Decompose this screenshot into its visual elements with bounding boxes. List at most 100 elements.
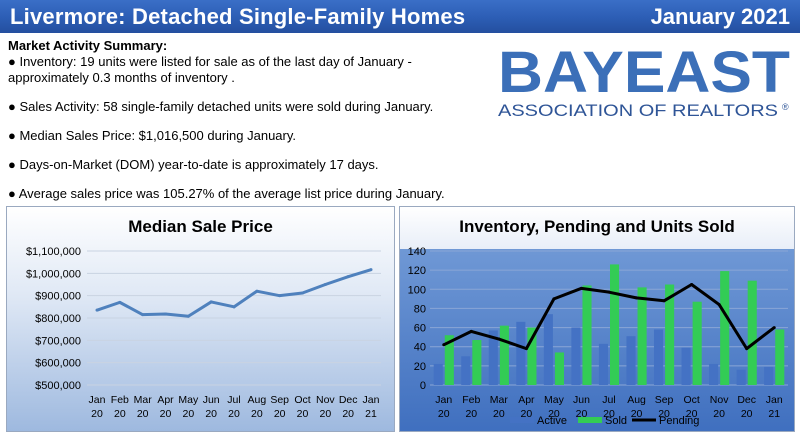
median-x-tick-label: Sep bbox=[270, 394, 289, 406]
inventory-x-tick-year: 20 bbox=[741, 408, 753, 420]
pending-point bbox=[635, 296, 639, 300]
inventory-x-tick-year: 20 bbox=[658, 408, 670, 420]
inventory-y-tick-label: 0 bbox=[420, 380, 426, 392]
legend-active-label: Active bbox=[537, 415, 567, 427]
sold-bar bbox=[499, 325, 509, 385]
median-x-tick-year: 21 bbox=[365, 408, 377, 420]
bayeast-logo: BAYEAST ASSOCIATION OF REALTORS ® bbox=[498, 44, 790, 120]
active-bar bbox=[516, 321, 526, 385]
pending-point bbox=[717, 303, 721, 307]
median-x-tick-year: 20 bbox=[91, 408, 103, 420]
inventory-x-tick-label: Jan bbox=[435, 394, 452, 406]
median-y-tick-label: $500,000 bbox=[35, 380, 81, 392]
median-price-point bbox=[209, 300, 213, 304]
median-price-point bbox=[369, 268, 373, 272]
legend-sold-label: Sold bbox=[605, 415, 627, 427]
inventory-x-tick-year: 20 bbox=[603, 408, 615, 420]
inventory-y-tick-label: 40 bbox=[414, 342, 426, 354]
sold-bar bbox=[665, 284, 675, 385]
median-price-point bbox=[118, 300, 122, 304]
legend-sold-swatch bbox=[578, 417, 602, 423]
summary-bullet-sales: ● Sales Activity: 58 single-family detac… bbox=[8, 99, 434, 114]
median-sale-price-chart: $500,000 $600,000 $700,000 $800,000 $900,000… bbox=[26, 246, 381, 420]
sold-bar bbox=[527, 327, 537, 385]
median-x-tick-year: 20 bbox=[342, 408, 354, 420]
median-price-point bbox=[95, 308, 99, 312]
inventory-y-tick-label: 120 bbox=[408, 265, 426, 277]
median-x-tick-year: 20 bbox=[297, 408, 309, 420]
market-summary: Market Activity Summary: ● Inventory: 19… bbox=[8, 38, 488, 202]
pending-point bbox=[690, 283, 694, 286]
median-price-point bbox=[164, 312, 167, 316]
inventory-x-tick-label: Jun bbox=[573, 394, 590, 406]
summary-bullet-sale-to-list: ● Average sales price was 105.27% of the… bbox=[8, 186, 445, 201]
median-y-tick-label: $600,000 bbox=[35, 358, 81, 370]
pending-point bbox=[662, 299, 666, 303]
logo-sub-text: ASSOCIATION OF REALTORS bbox=[498, 101, 778, 120]
sold-bar bbox=[472, 340, 482, 385]
sold-bar bbox=[775, 329, 785, 385]
pending-point bbox=[607, 290, 611, 294]
inventory-x-tick-label: Aug bbox=[627, 394, 646, 406]
legend-active-swatch bbox=[510, 417, 534, 423]
inventory-x-tick-label: Nov bbox=[710, 394, 729, 406]
median-x-tick-year: 20 bbox=[251, 408, 263, 420]
inventory-y-tick-label: 20 bbox=[414, 361, 426, 373]
inventory-x-tick-label: Apr bbox=[518, 394, 535, 406]
inventory-panel: Inventory, Pending and Units Sold 0 20 40 6… bbox=[399, 206, 795, 432]
median-y-tick-label: $700,000 bbox=[35, 335, 81, 347]
pending-point bbox=[552, 297, 556, 301]
median-x-tick-year: 20 bbox=[182, 408, 194, 420]
inventory-x-tick-label: Sep bbox=[655, 394, 674, 406]
active-bar bbox=[461, 356, 471, 385]
median-x-tick-label: Nov bbox=[316, 394, 335, 406]
median-x-tick-label: Dec bbox=[339, 394, 358, 406]
median-x-tick-year: 20 bbox=[319, 408, 331, 420]
median-y-tick-label: $800,000 bbox=[35, 313, 81, 325]
median-price-point bbox=[278, 294, 282, 298]
median-x-tick-label: Mar bbox=[134, 394, 153, 406]
active-bar bbox=[709, 363, 719, 385]
median-x-tick-year: 20 bbox=[274, 408, 286, 420]
active-bar bbox=[488, 330, 498, 385]
median-x-tick-year: 20 bbox=[205, 408, 217, 420]
inventory-x-tick-label: May bbox=[544, 394, 565, 406]
median-price-point bbox=[255, 289, 259, 293]
pending-point bbox=[745, 347, 749, 351]
median-x-tick-label: Jan bbox=[363, 394, 380, 406]
median-price-point bbox=[141, 313, 145, 317]
summary-bullet-inventory: ● Inventory: 19 units were listed for sa… bbox=[8, 54, 412, 85]
median-x-tick-year: 20 bbox=[137, 408, 149, 420]
pending-point bbox=[497, 337, 501, 341]
page-header: Livermore: Detached Single-Family Homes … bbox=[0, 0, 800, 33]
active-bar bbox=[764, 366, 774, 385]
median-price-point bbox=[323, 283, 327, 286]
median-y-tick-label: $1,100,000 bbox=[26, 246, 81, 258]
inventory-x-tick-year: 21 bbox=[768, 408, 780, 420]
inventory-chart-title: Inventory, Pending and Units Sold bbox=[459, 217, 735, 236]
active-bar bbox=[681, 347, 691, 385]
summary-title: Market Activity Summary: bbox=[8, 38, 168, 53]
page-title: Livermore: Detached Single-Family Homes bbox=[10, 3, 466, 29]
sold-bar bbox=[720, 271, 730, 385]
inventory-x-tick-year: 20 bbox=[686, 408, 698, 420]
pending-point bbox=[772, 326, 776, 330]
median-sale-price-panel: Median Sale Price $500,000 $600,000 $700,0… bbox=[6, 206, 395, 432]
median-x-tick-label: Feb bbox=[111, 394, 129, 406]
sold-bar bbox=[692, 301, 702, 385]
logo-main-text: BAYEAST bbox=[498, 44, 790, 105]
inventory-x-tick-label: Dec bbox=[737, 394, 756, 406]
inventory-x-tick-year: 20 bbox=[465, 408, 477, 420]
inventory-x-tick-label: Feb bbox=[462, 394, 480, 406]
median-x-tick-label: Aug bbox=[247, 394, 266, 406]
active-bar bbox=[543, 314, 553, 385]
report-date: January 2021 bbox=[650, 3, 790, 29]
legend-pending-label: Pending bbox=[659, 415, 699, 427]
inventory-x-tick-label: Jan bbox=[766, 394, 783, 406]
inventory-x-tick-year: 20 bbox=[631, 408, 643, 420]
median-y-tick-label: $1,000,000 bbox=[26, 268, 81, 280]
sold-bar bbox=[582, 285, 592, 385]
median-x-tick-year: 20 bbox=[228, 408, 240, 420]
median-x-tick-label: Jun bbox=[203, 394, 220, 406]
inventory-y-tick-label: 140 bbox=[408, 246, 426, 258]
